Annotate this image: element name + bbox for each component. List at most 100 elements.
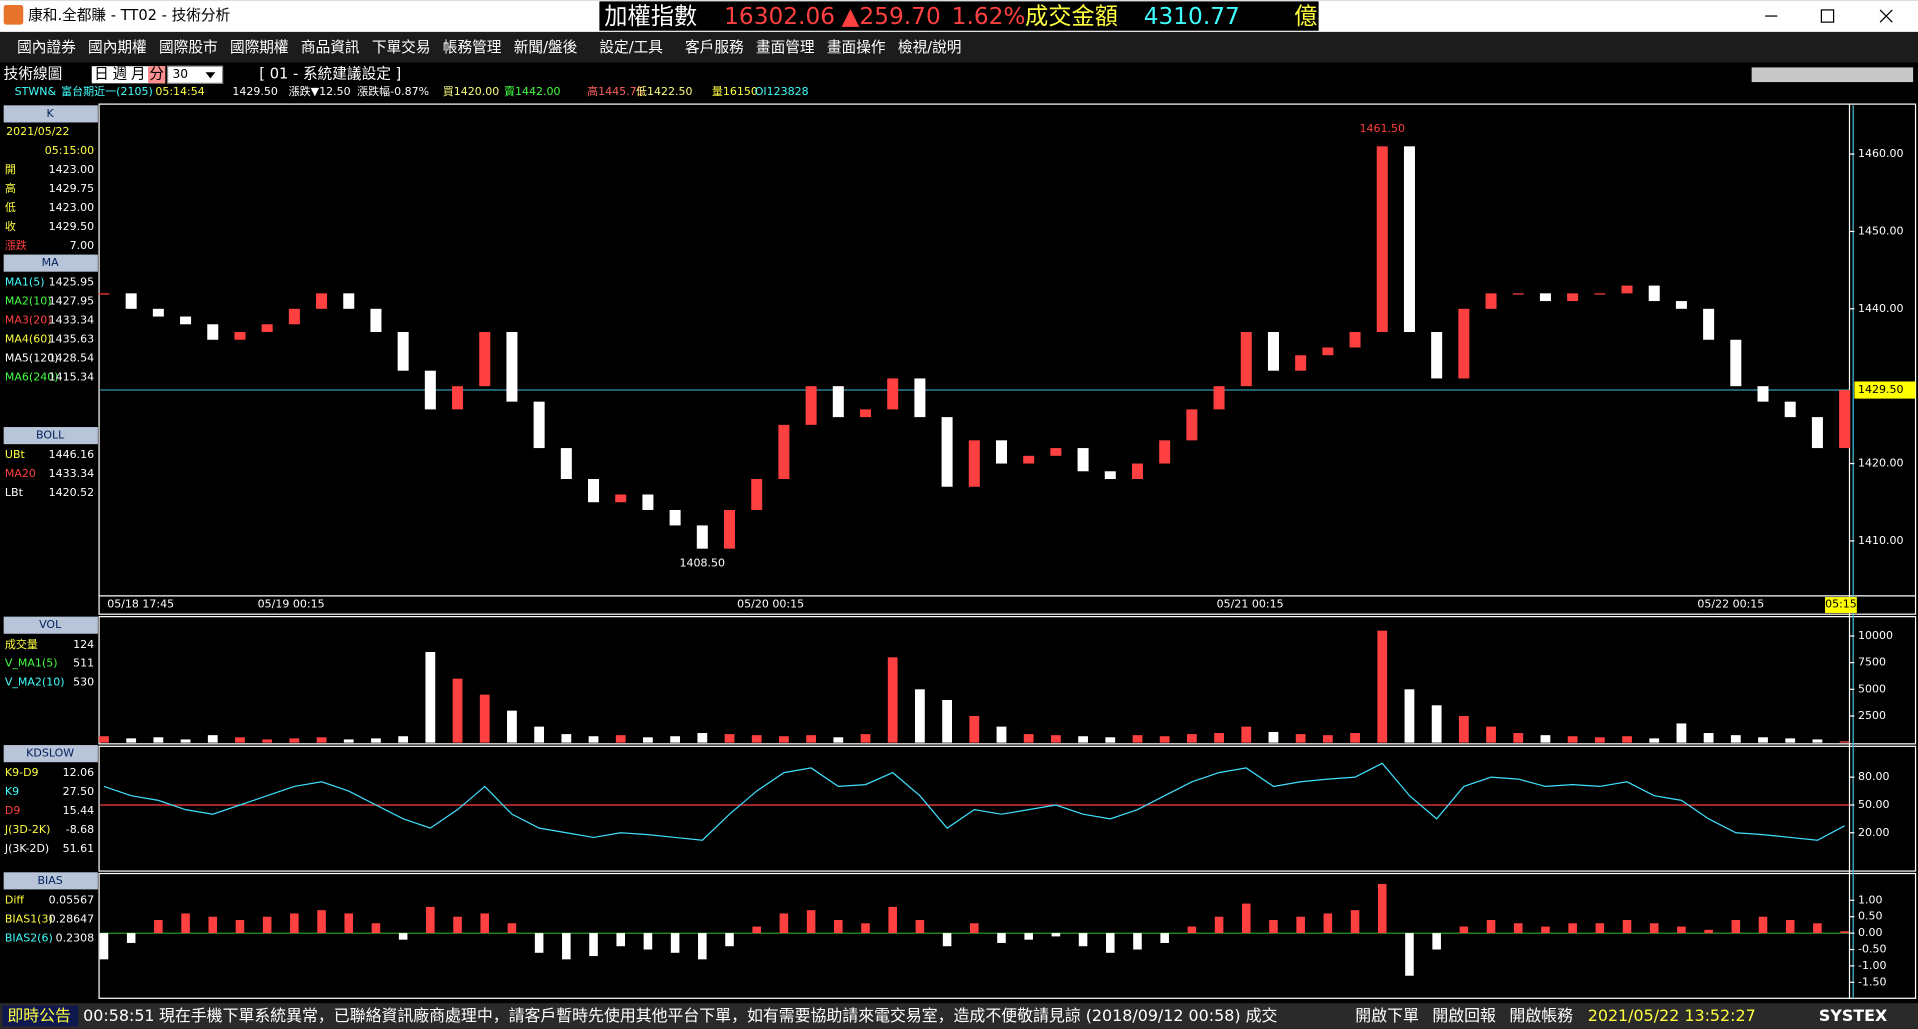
bias-bar <box>1785 919 1795 934</box>
bias-bar <box>1677 926 1686 934</box>
chart-tools[interactable] <box>1751 67 1914 83</box>
candle <box>941 417 953 487</box>
row-label: UBt <box>5 448 26 461</box>
y-tick-label: 50.00 <box>1858 798 1890 811</box>
menu-item[interactable]: 新聞/盤後 <box>514 39 578 56</box>
bias-bar <box>1214 916 1224 934</box>
menu-item[interactable]: 客戶服務 <box>685 39 744 56</box>
bias-bar <box>1051 933 1061 937</box>
bias-bar <box>1350 910 1360 934</box>
time-cursor-label: 05:15 <box>1825 597 1857 610</box>
bias-bar <box>1377 883 1387 934</box>
volume-bar <box>207 735 218 743</box>
menu-item[interactable]: 帳務管理 <box>443 39 502 56</box>
y-tick-label: 1.00 <box>1858 893 1883 906</box>
menu-item[interactable]: 檢視/說明 <box>898 39 962 56</box>
menu-item[interactable]: 國內期權 <box>88 39 147 56</box>
dropdown-arrow <box>205 72 216 79</box>
bias-bar <box>970 923 979 934</box>
bias-bar <box>1649 923 1659 934</box>
volume-bar <box>180 739 191 743</box>
main-area <box>0 62 1918 1004</box>
volume-bar <box>1023 734 1034 743</box>
close-button[interactable] <box>1879 9 1893 23</box>
menu-item[interactable]: 國際期權 <box>230 39 289 56</box>
period-option[interactable]: 日 <box>94 66 109 83</box>
candle <box>642 494 654 510</box>
menu-item[interactable]: 設定/工具 <box>599 39 663 56</box>
menu-item[interactable]: 商品資訊 <box>301 39 360 56</box>
candle <box>805 386 817 425</box>
volume-bar <box>343 739 354 743</box>
bias-bar <box>1432 933 1441 950</box>
bias-bar <box>698 933 707 960</box>
section-title: K <box>47 107 55 120</box>
period-option[interactable]: 週 <box>113 66 128 83</box>
bias-bar <box>262 916 272 934</box>
bias-bar <box>562 933 571 960</box>
y-tick-label: 7500 <box>1858 656 1886 669</box>
bias-bar <box>534 933 544 953</box>
volume-panel <box>98 616 1917 745</box>
bias-bar <box>997 933 1006 943</box>
row-label: J(3K-2D) <box>4 842 49 855</box>
candle <box>125 293 137 309</box>
row-value: 0.28647 <box>49 912 95 925</box>
y-tick-label: -1.00 <box>1858 959 1886 972</box>
row-label: 高 <box>5 181 16 195</box>
section-header <box>3 105 98 123</box>
volume-bar <box>1431 705 1442 743</box>
bias-bar <box>1459 926 1469 934</box>
status-button[interactable]: 開啟下單 <box>1355 1006 1419 1025</box>
candle <box>1104 471 1116 480</box>
volume-bar <box>371 738 381 743</box>
high-annotation: 1461.50 <box>1360 122 1406 135</box>
menu-item[interactable]: 畫面操作 <box>827 39 886 56</box>
candle <box>1295 355 1307 371</box>
ticker-item: 億 <box>1294 3 1317 30</box>
interval-box[interactable] <box>166 65 224 84</box>
interval-value[interactable]: 30 <box>172 67 188 81</box>
bias-bar <box>317 910 326 934</box>
section-title: KDSLOW <box>26 747 74 760</box>
time-label: 05/19 00:15 <box>258 597 325 610</box>
volume-bar <box>779 736 789 743</box>
k-line <box>103 762 1845 841</box>
row-value: 1429.75 <box>49 182 95 195</box>
period-option[interactable]: 分 <box>149 66 164 83</box>
volume-bar <box>425 651 436 743</box>
menu-item[interactable]: 國際股市 <box>159 39 218 56</box>
menu-item[interactable]: 畫面管理 <box>756 39 815 56</box>
row-value: 1433.34 <box>49 467 95 480</box>
volume-bar <box>507 710 517 743</box>
volume-bar <box>969 715 980 743</box>
status-tag: 即時公告 <box>7 1006 71 1025</box>
status-button[interactable]: 開啟回報 <box>1432 1006 1496 1025</box>
volume-bar <box>153 737 164 743</box>
candle <box>261 324 273 333</box>
maximize-button[interactable] <box>1820 9 1835 23</box>
menu-item[interactable]: 下單交易 <box>372 38 431 56</box>
volume-bar <box>724 734 735 743</box>
candle <box>1730 339 1742 387</box>
candle <box>914 378 926 418</box>
status-button[interactable]: 開啟帳務 <box>1509 1006 1573 1025</box>
setting-label[interactable]: [ 01 - 系統建議設定 ] <box>259 65 401 83</box>
volume-bar <box>588 736 599 743</box>
volume-bar <box>670 736 681 743</box>
row-label: D9 <box>5 804 20 817</box>
candle <box>207 324 219 340</box>
info-item: 量16150 <box>712 85 758 98</box>
y-tick-label: -0.50 <box>1858 943 1886 956</box>
menu-item[interactable]: 國內證券 <box>17 39 76 56</box>
bias-bar <box>208 916 218 934</box>
period-option[interactable]: 月 <box>131 66 146 83</box>
bias-bar <box>861 923 870 934</box>
status-tag-box <box>2 1005 79 1027</box>
bias-bar <box>1731 919 1741 934</box>
candle <box>533 401 545 449</box>
candle <box>1594 293 1606 295</box>
candle <box>588 479 600 503</box>
ticker-item: 4310.77 <box>1144 3 1240 30</box>
